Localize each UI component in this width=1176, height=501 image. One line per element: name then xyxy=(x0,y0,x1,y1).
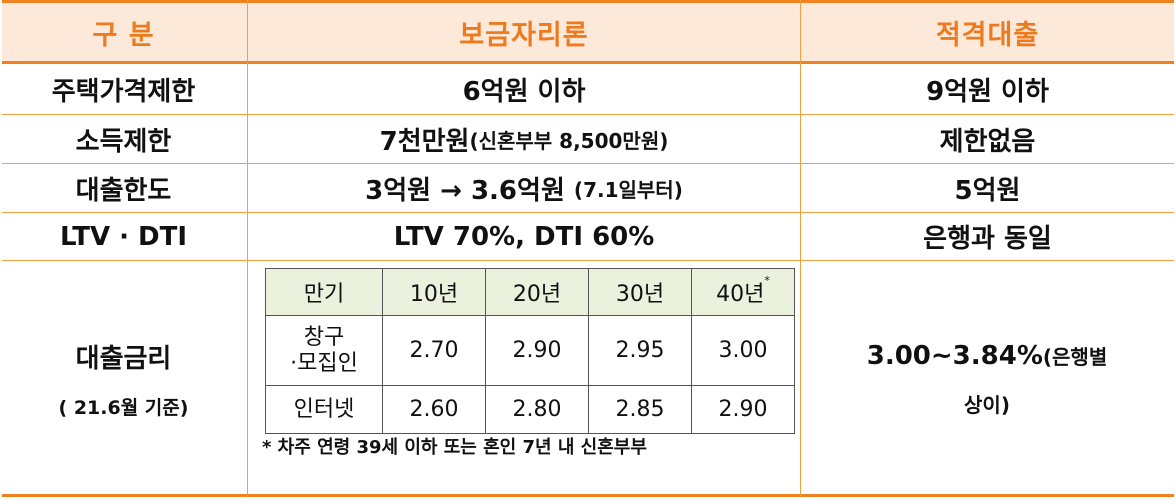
row-label-house-price: 주택가격제한 xyxy=(51,76,196,107)
jeokgyeok-income: 제한없음 xyxy=(939,126,1036,157)
rate-header-20y: 20년 xyxy=(485,268,589,316)
row-label-income: 소득제한 xyxy=(75,126,172,157)
age-footnote: * 차주 연령 39세 이하 또는 혼인 7년 내 신혼부부 xyxy=(262,437,647,458)
rate-value: 2.60 xyxy=(382,385,486,434)
rate-header-30y: 30년 xyxy=(588,268,692,316)
rate-value: 2.80 xyxy=(485,385,589,434)
bottom-border xyxy=(2,494,1174,497)
column-divider xyxy=(800,0,801,497)
rate-row-label-branch-line1: 창구 xyxy=(303,324,345,350)
jeokgyeok-rate-note-cont: 상이) xyxy=(964,392,1010,417)
interest-rate-basis: ( 21.6월 기준) xyxy=(58,397,189,419)
header-jeokgyeok: 적격대출 xyxy=(935,19,1040,51)
jeokgyeok-house-price: 9억원 이하 xyxy=(926,76,1049,107)
rate-row-label-branch: 창구 ·모집인 xyxy=(265,315,383,386)
bogeumjari-loan-limit-main: 3억원 → 3.6억원 xyxy=(365,175,565,206)
rate-value: 2.85 xyxy=(588,385,692,434)
rate-value: 2.90 xyxy=(485,315,589,386)
row-label-loan-limit: 대출한도 xyxy=(75,175,172,206)
jeokgyeok-ltv-dti: 은행과 동일 xyxy=(923,224,1052,254)
bogeumjari-income-main: 7천만원 xyxy=(379,126,470,157)
jeokgyeok-rate-range: 3.00~3.84% xyxy=(866,340,1043,371)
row-divider xyxy=(2,260,1174,261)
row-divider xyxy=(2,212,1174,213)
jeokgyeok-rate-line1: 3.00~3.84%(은행별 xyxy=(867,341,1107,371)
header-bottom-border xyxy=(2,61,1174,64)
rate-value: 3.00 xyxy=(691,315,795,386)
rate-table-header-row: 만기 10년 20년 30년 40년* xyxy=(265,268,795,316)
row-label-ltv-dti: LTV · DTI xyxy=(59,221,188,252)
rate-row-label-branch-line2: ·모집인 xyxy=(290,350,358,376)
header-bogeumjari: 보금자리론 xyxy=(459,19,589,51)
header-row-background xyxy=(2,3,1174,61)
jeokgyeok-loan-limit: 5억원 xyxy=(954,175,1021,206)
bogeumjari-house-price: 6억원 이하 xyxy=(462,76,586,107)
bogeumjari-income-sub: (신혼부부 8,500만원) xyxy=(469,128,669,153)
bogeumjari-loan-limit: 3억원 → 3.6억원 (7.1일부터) xyxy=(248,164,800,212)
jeokgyeok-interest-rate: 3.00~3.84%(은행별 상이) xyxy=(800,262,1174,496)
header-category: 구 분 xyxy=(92,19,155,51)
top-border xyxy=(2,0,1174,3)
bogeumjari-ltv-dti: LTV 70%, DTI 60% xyxy=(393,221,655,252)
table-row: 창구 ·모집인 2.70 2.90 2.95 3.00 xyxy=(265,315,795,386)
rate-header-10y: 10년 xyxy=(382,268,486,316)
rate-row-label-internet: 인터넷 xyxy=(265,385,383,434)
rate-value: 2.70 xyxy=(382,315,486,386)
rate-value: 2.90 xyxy=(691,385,795,434)
rate-value: 2.95 xyxy=(588,315,692,386)
row-divider xyxy=(2,114,1174,115)
rate-header-term: 만기 xyxy=(265,268,383,316)
column-divider xyxy=(247,0,248,497)
jeokgyeok-rate-note: (은행별 xyxy=(1042,344,1108,369)
table-row: 인터넷 2.60 2.80 2.85 2.90 xyxy=(265,385,795,434)
row-divider xyxy=(2,163,1174,164)
rate-header-40y-mark: * xyxy=(764,274,770,287)
bogeumjari-rate-table: 만기 10년 20년 30년 40년* 창구 ·모집인 2.70 2.90 2.… xyxy=(265,268,795,434)
row-label-interest-rate: 대출금리 ( 21.6월 기준) xyxy=(0,262,247,496)
interest-rate-label: 대출금리 xyxy=(75,344,172,374)
rate-header-40y-label: 40년 xyxy=(716,282,765,307)
rate-header-40y: 40년* xyxy=(691,268,795,316)
bogeumjari-loan-limit-sub: (7.1일부터) xyxy=(573,177,683,202)
bogeumjari-income: 7천만원 (신혼부부 8,500만원) xyxy=(248,115,800,163)
